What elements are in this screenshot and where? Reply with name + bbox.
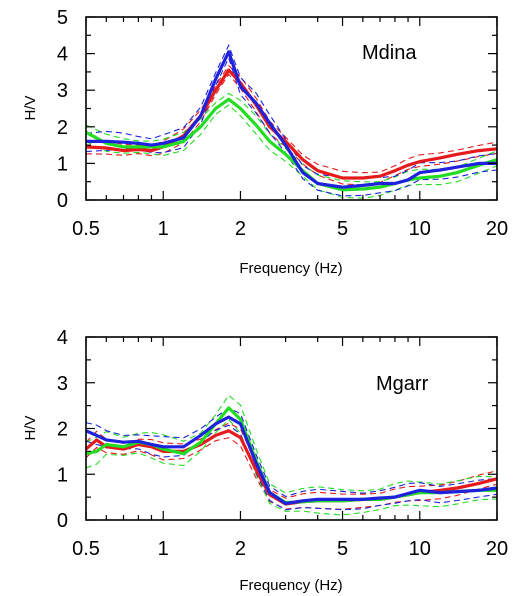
mdina-x-tick-label: 0.5: [72, 218, 100, 240]
mdina-x-tick-label: 10: [409, 218, 431, 240]
mdina-x-tick-label: 1: [158, 218, 169, 240]
mdina-y-tick-label: 1: [57, 153, 68, 175]
mdina-series-2-line: [86, 50, 497, 189]
mdina-x-tick-label: 2: [235, 218, 246, 240]
mgarr-series-2-line: [85, 415, 498, 506]
mdina-y-axis-label: H/V: [22, 95, 39, 120]
mgarr-x-tick-label: 0.5: [72, 538, 100, 560]
mdina-x-tick-label: 5: [337, 218, 348, 240]
mdina-series-1-upper-band: [85, 92, 498, 183]
mgarr-panel: 0.5 1 2 5 10 20 0 1 2 3 4 Mgarr H/V Frequency (Hz): [22, 327, 508, 594]
mgarr-series-2-lower-band: [85, 424, 498, 511]
mdina-panel: 0.5 1 2 5 10 20 0 1 2 3 4 5 Mdina H/V Frequency (Hz…: [22, 7, 508, 277]
mgarr-series-2-upper-band: [85, 407, 498, 498]
mgarr-ticks-layer: 0.5 1 2 5 10 20 0 1 2 3 4: [57, 327, 508, 560]
mdina-y-tick-label: 4: [57, 44, 68, 66]
mgarr-y-tick-label: 0: [57, 510, 68, 532]
mdina-series-layer: [85, 43, 498, 199]
mgarr-series-1-line: [85, 406, 497, 505]
mgarr-series-0-lower-band: [85, 437, 498, 510]
mdina-series-2-lower-band: [85, 56, 498, 197]
mgarr-y-axis-label: H/V: [22, 415, 39, 440]
mdina-y-tick-label: 2: [57, 117, 68, 139]
mgarr-series-1-lower-band: [85, 418, 498, 516]
mdina-series-1-line: [85, 97, 498, 192]
mdina-plot-frame: [85, 16, 498, 201]
mgarr-x-axis-label: Frequency (Hz): [239, 577, 342, 594]
mdina-ticks-layer: 0.5 1 2 5 10 20 0 1 2 3 4 5: [57, 7, 508, 240]
mdina-y-tick-label: 5: [57, 7, 68, 29]
mdina-series-1-lower-band: [85, 104, 498, 199]
mdina-series-0-upper-band: [85, 64, 498, 174]
mdina-x-tick-label: 20: [486, 218, 508, 240]
mdina-series-2-upper-band: [85, 43, 498, 179]
mdina-x-axis-label: Frequency (Hz): [239, 260, 342, 277]
mgarr-y-tick-label: 4: [57, 327, 68, 349]
mgarr-series-1-upper-band: [85, 394, 498, 494]
mgarr-y-tick-label: 3: [57, 373, 68, 395]
mgarr-station-label: Mgarr: [376, 373, 429, 395]
mgarr-y-tick-label: 1: [57, 464, 68, 486]
mgarr-x-tick-label: 20: [486, 538, 508, 560]
mgarr-x-tick-label: 1: [158, 538, 169, 560]
mgarr-y-tick-label: 2: [57, 419, 68, 441]
mdina-y-tick-label: 0: [57, 190, 68, 212]
mgarr-x-tick-label: 2: [235, 538, 246, 560]
mgarr-series-0-upper-band: [85, 422, 498, 499]
mgarr-x-tick-label: 10: [409, 538, 431, 560]
mdina-y-tick-label: 3: [57, 80, 68, 102]
mdina-series-0-lower-band: [85, 73, 498, 186]
mdina-station-label: Mdina: [362, 42, 417, 64]
mgarr-series-layer: [84, 394, 498, 516]
mgarr-x-tick-label: 5: [337, 538, 348, 560]
